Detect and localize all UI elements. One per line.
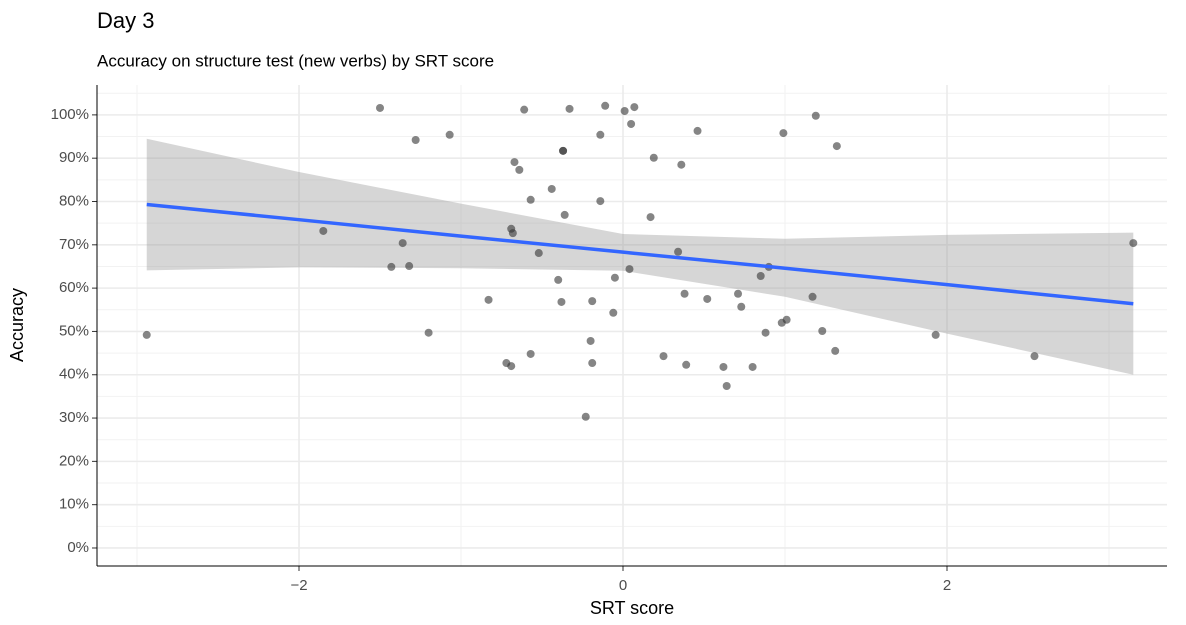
y-tick-label: 60%	[59, 279, 89, 296]
y-tick-label: 10%	[59, 496, 89, 513]
point	[808, 292, 817, 301]
point	[586, 336, 595, 345]
point	[510, 158, 519, 167]
point	[560, 210, 569, 219]
point	[424, 328, 433, 337]
chart-title: Day 3	[97, 8, 154, 33]
point	[677, 160, 686, 169]
point	[601, 101, 610, 110]
point	[646, 213, 655, 222]
y-tick-label: 70%	[59, 236, 89, 253]
point	[596, 197, 605, 206]
y-tick-label: 100%	[51, 106, 89, 123]
point	[719, 362, 728, 371]
point	[588, 297, 597, 306]
point	[526, 349, 535, 358]
point	[405, 262, 414, 271]
point	[445, 130, 454, 139]
point	[703, 294, 712, 303]
point	[693, 126, 702, 135]
point	[547, 184, 556, 193]
point	[1129, 239, 1138, 248]
chart-subtitle: Accuracy on structure test (new verbs) b…	[97, 51, 494, 70]
point	[609, 308, 618, 317]
point	[682, 360, 691, 369]
confidence-band	[146, 138, 1134, 375]
point	[559, 146, 568, 155]
point	[1030, 352, 1039, 361]
point	[620, 106, 629, 115]
point	[526, 195, 535, 204]
fit-line	[146, 202, 1134, 306]
point	[818, 327, 827, 336]
point	[596, 130, 605, 139]
point	[508, 229, 517, 238]
point	[630, 103, 639, 112]
y-tick-label: 90%	[59, 149, 89, 166]
point	[659, 352, 668, 361]
point	[515, 165, 524, 174]
point	[680, 289, 689, 298]
point	[831, 346, 840, 355]
point	[625, 265, 634, 274]
point	[931, 330, 940, 339]
point	[649, 153, 658, 162]
y-tick-label: 80%	[59, 192, 89, 209]
x-tick-label: 2	[943, 577, 951, 594]
point	[782, 315, 791, 324]
y-tick-label: 50%	[59, 322, 89, 339]
point	[387, 262, 396, 271]
point	[142, 330, 151, 339]
point	[319, 226, 328, 235]
point	[610, 273, 619, 282]
point	[376, 103, 385, 112]
point	[811, 111, 820, 120]
point	[588, 359, 597, 368]
point	[520, 105, 529, 114]
y-axis-label: Accuracy	[7, 288, 27, 362]
point	[674, 247, 683, 256]
point	[779, 129, 788, 138]
point	[832, 142, 841, 151]
y-tick-label: 20%	[59, 452, 89, 469]
x-tick-label: 0	[619, 577, 627, 594]
y-tick-label: 40%	[59, 366, 89, 383]
point	[554, 275, 563, 284]
point	[627, 119, 636, 128]
x-axis-label: SRT score	[590, 598, 674, 618]
point	[722, 382, 731, 391]
point	[507, 362, 516, 371]
point	[484, 295, 493, 304]
point	[534, 249, 543, 258]
point	[411, 136, 420, 145]
point	[734, 289, 743, 298]
y-tick-label: 30%	[59, 409, 89, 426]
point	[581, 412, 590, 421]
point	[398, 239, 407, 248]
point	[761, 328, 770, 337]
point	[565, 104, 574, 113]
point	[748, 362, 757, 371]
x-tick-label: −2	[290, 577, 307, 594]
point	[756, 271, 765, 280]
point	[737, 302, 746, 311]
point	[557, 297, 566, 306]
y-tick-label: 0%	[67, 539, 89, 556]
